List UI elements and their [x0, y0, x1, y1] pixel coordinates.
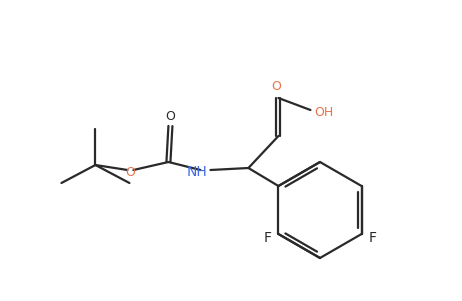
Text: F: F: [263, 231, 272, 245]
Text: OH: OH: [314, 105, 333, 119]
Text: O: O: [272, 79, 281, 92]
Text: NH: NH: [187, 165, 207, 179]
Text: F: F: [369, 231, 377, 245]
Text: O: O: [126, 166, 135, 178]
Text: O: O: [165, 110, 176, 123]
